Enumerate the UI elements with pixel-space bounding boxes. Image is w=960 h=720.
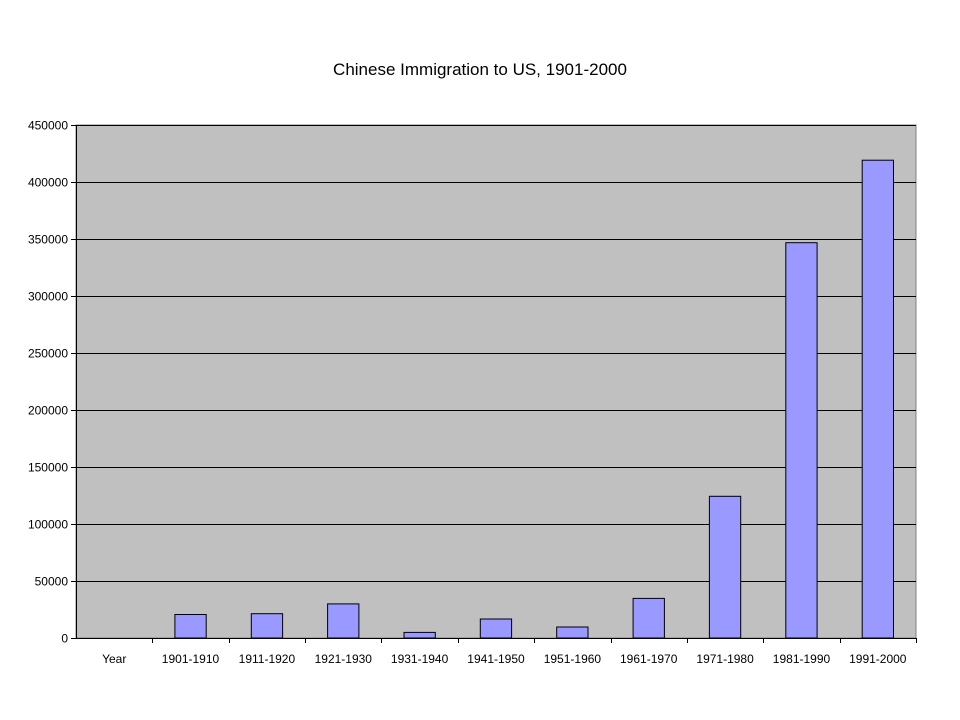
x-tick-label: Year [102, 652, 126, 666]
bar [708, 495, 742, 639]
bars [174, 159, 895, 639]
x-tick-label: 1931-1940 [391, 652, 449, 666]
y-tick-label: 50000 [35, 575, 69, 589]
y-tick-label: 250000 [28, 347, 68, 361]
axes [71, 125, 917, 643]
x-tick-label: 1981-1990 [773, 652, 831, 666]
y-tick-label: 450000 [28, 119, 68, 133]
x-tick-label: 1911-1920 [239, 652, 296, 666]
bar [479, 618, 513, 639]
y-tick-label: 400000 [28, 176, 68, 190]
y-tick-label: 0 [61, 632, 68, 646]
bar [403, 631, 436, 639]
bar [250, 613, 284, 639]
plot-area [75, 124, 917, 639]
bar [327, 603, 360, 639]
y-tick-label: 350000 [28, 233, 68, 247]
x-tick-label: 1961-1970 [620, 652, 678, 666]
chart-title: Chinese Immigration to US, 1901-2000 [333, 60, 627, 79]
gridlines [76, 125, 916, 582]
y-tick-labels: 0 50000 100000 150000 200000 250000 300000 3500… [28, 119, 68, 646]
bar [556, 626, 589, 639]
x-tick-labels: Year 1901-1910 1911-1920 1921-1930 1931-1940… [102, 652, 907, 666]
bar [632, 597, 665, 639]
x-tick-label: 1951-1960 [544, 652, 602, 666]
x-tick-label: 1921-1930 [315, 652, 373, 666]
y-tick-label: 100000 [28, 518, 68, 532]
x-tick-label: 1971-1980 [696, 652, 754, 666]
x-tick-label: 1941-1950 [467, 652, 525, 666]
bar [785, 242, 818, 639]
bar [174, 614, 207, 639]
x-tick-label: 1991-2000 [849, 652, 907, 666]
y-tick-label: 200000 [28, 404, 68, 418]
y-tick-label: 150000 [28, 461, 68, 475]
x-tick-label: 1901-1910 [162, 652, 220, 666]
y-tick-label: 300000 [28, 290, 68, 304]
bar [861, 159, 895, 639]
